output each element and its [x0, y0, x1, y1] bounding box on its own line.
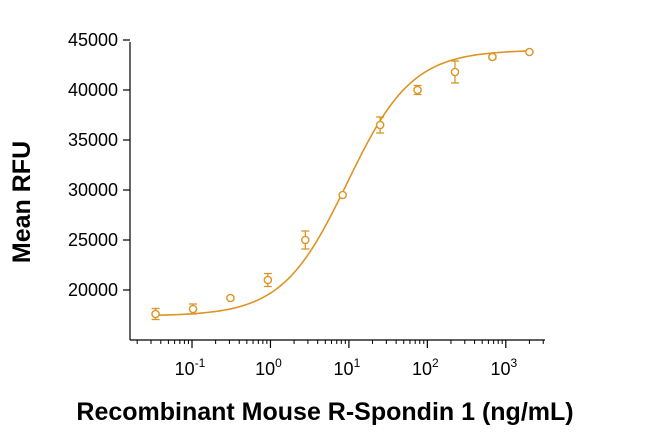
data-point: [375, 116, 385, 134]
data-marker: [413, 85, 422, 95]
x-tick-label: 103: [490, 356, 517, 379]
y-tick-label: 45000: [68, 30, 118, 50]
y-tick-label: 35000: [68, 130, 118, 150]
y-tick-label: 40000: [68, 80, 118, 100]
data-point: [413, 84, 422, 96]
data-marker: [151, 309, 160, 319]
data-marker: [300, 235, 310, 245]
x-tick-label: 101: [334, 356, 361, 379]
x-tick-label: 102: [412, 356, 439, 379]
x-ticks: 10-1 100 101 102 103: [136, 340, 544, 379]
data-point: [488, 52, 497, 62]
y-tick-label: 20000: [68, 280, 118, 300]
x-axis: 10-1 100 101 102 103: [130, 339, 545, 379]
data-point: [151, 307, 160, 321]
x-tick-label: 100: [255, 356, 282, 379]
data-marker: [488, 52, 497, 62]
data-point: [525, 47, 534, 57]
y-tick-label: 25000: [68, 230, 118, 250]
data-point: [450, 60, 460, 84]
data-marker: [188, 304, 198, 314]
data-marker: [525, 47, 534, 57]
y-axis: 20000 25000 30000 35000 40000 45000: [68, 30, 131, 340]
data-marker: [375, 120, 385, 130]
data-point: [263, 272, 273, 288]
data-point: [300, 230, 310, 250]
data-point: [226, 293, 235, 303]
y-ticks: 20000 25000 30000 35000 40000 45000: [68, 30, 130, 300]
data-marker: [450, 67, 460, 77]
x-tick-label: 10-1: [175, 356, 206, 379]
y-tick-label: 30000: [68, 180, 118, 200]
fit-curve: [155, 50, 530, 317]
data-point: [338, 190, 347, 200]
data-marker: [263, 275, 273, 285]
data-point: [188, 303, 198, 315]
data-marker: [226, 293, 235, 303]
data-marker: [338, 190, 347, 200]
x-axis-title: Recombinant Mouse R-Spondin 1 (ng/mL): [76, 398, 573, 426]
y-axis-title: Mean RFU: [8, 141, 36, 263]
data-markers: [151, 47, 534, 321]
